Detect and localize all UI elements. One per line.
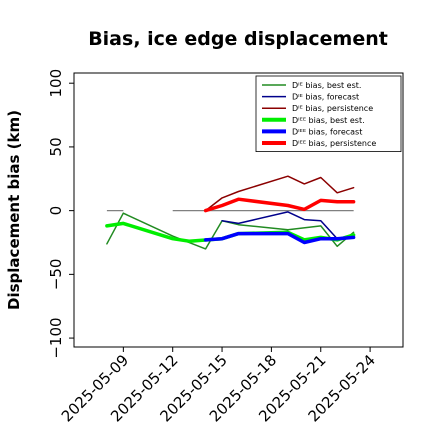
legend-box	[255, 75, 402, 152]
chart-title: Bias, ice edge displacement	[88, 28, 388, 50]
y-axis-label: Displacement bias (km)	[5, 110, 23, 310]
series-line	[203, 231, 356, 245]
legend-label: Dᴵᴱ bias, best est.	[292, 81, 361, 90]
legend: Dᴵᴱ bias, best est. Dᴵᴱ bias, forecast Dᴵᴱ…	[255, 75, 402, 152]
y-tick-label: 50	[47, 137, 65, 156]
legend-label: Dᴵᴱᴱ bias, best est.	[292, 116, 365, 125]
plot-frame	[73, 72, 404, 348]
legend-label: Dᴵᴱᴱ bias, forecast	[292, 127, 362, 136]
legend-label: Dᴵᴱ bias, forecast	[292, 93, 359, 102]
y-tick-label: 100	[47, 69, 65, 98]
y-tick-label: −50	[47, 259, 65, 291]
y-tick-label: 0	[47, 206, 65, 216]
y-tick-label: −100	[47, 317, 65, 358]
legend-label: Dᴵᴱ bias, persistence	[292, 104, 373, 113]
legend-label: Dᴵᴱᴱ bias, persistence	[292, 139, 376, 148]
series-line	[203, 197, 356, 213]
series-line	[204, 175, 355, 212]
